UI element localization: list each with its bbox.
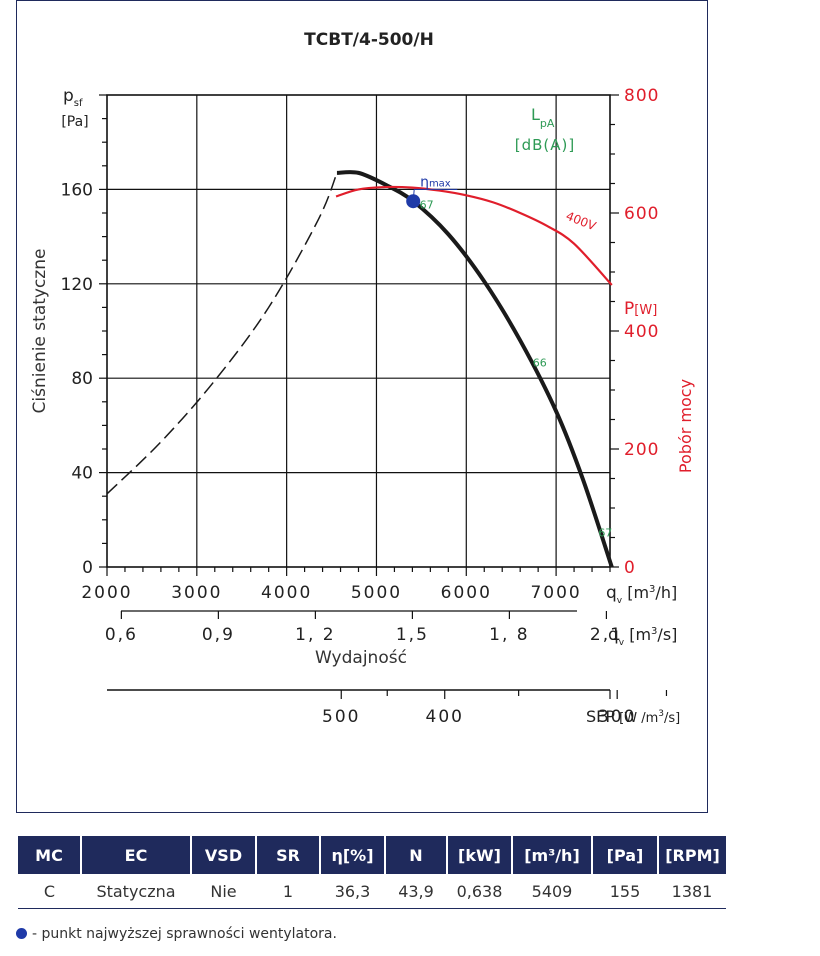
y-axis-title: Ciśnienie statyczne <box>30 249 50 414</box>
pressure-curve <box>336 170 614 568</box>
x2-tick-label: 1, 8 <box>489 625 529 645</box>
eta-max-label: ηmax <box>420 174 451 190</box>
x3-axis-unit: SFP [W /m3/s] <box>586 707 680 726</box>
fan-performance-chart: 0 40 80 120 160 psf [Pa] Ciśnienie statyczne 0 20… <box>30 30 695 727</box>
cell-mc: C <box>18 874 81 909</box>
header-pressure: [Pa] <box>592 836 659 874</box>
header-ec: EC <box>81 836 192 874</box>
x-tick-label: 2000 <box>81 583 132 603</box>
x2-tick-label: 2,1 <box>590 625 623 645</box>
x-tick-label: 4000 <box>261 583 312 603</box>
chart-frame: 0 40 80 120 160 psf [Pa] Ciśnienie statyczne 0 20… <box>16 0 708 813</box>
y2-axis-symbol: P[W] <box>624 299 657 319</box>
y2-tick-label: 600 <box>624 204 659 224</box>
y-tick-label: 160 <box>61 180 93 200</box>
y2-tick-label: 400 <box>624 322 659 342</box>
x2-tick-label: 0,9 <box>202 625 235 645</box>
optimum-point-icon <box>16 928 27 939</box>
legend-note: - punkt najwyższej sprawności wentylator… <box>16 926 337 942</box>
noise-value-label: 66 <box>533 356 547 369</box>
legend-note-text: - punkt najwyższej sprawności wentylator… <box>32 926 337 942</box>
x-tick-label: 7000 <box>530 583 581 603</box>
y2-tick-label: 0 <box>624 558 636 578</box>
cell-power: 0,638 <box>447 874 512 909</box>
cell-pressure: 155 <box>592 874 658 909</box>
cell-n: 43,9 <box>385 874 447 909</box>
cell-flow: 5409 <box>512 874 592 909</box>
pressure-curve-unstable <box>106 172 338 495</box>
x2-tick-label: 1, 2 <box>295 625 335 645</box>
plot-border <box>106 94 611 568</box>
y-tick-label: 0 <box>82 558 93 578</box>
x-tick-label: 3000 <box>171 583 222 603</box>
header-efficiency: η[%] <box>320 836 386 874</box>
cell-ec: Statyczna <box>81 874 191 909</box>
y-tick-label: 80 <box>71 369 93 389</box>
x2-tick-label: 0,6 <box>105 625 138 645</box>
header-flow: [m³/h] <box>512 836 593 874</box>
y-axis-symbol: psf <box>63 86 83 109</box>
header-mc: MC <box>18 836 82 874</box>
header-n: N <box>385 836 448 874</box>
cell-rpm: 1381 <box>658 874 726 909</box>
specs-header-row: MC EC VSD SR η[%] N [kW] [m³/h] [Pa] [RP… <box>18 836 726 874</box>
y2-tick-label: 200 <box>624 440 659 460</box>
x-axis-unit: qv [m3/h] <box>606 583 677 606</box>
header-vsd: VSD <box>191 836 257 874</box>
power-curve <box>335 185 613 286</box>
y2-tick-label: 800 <box>624 86 659 106</box>
noise-value-label: 67 <box>598 526 612 539</box>
y-axis-unit: [Pa] <box>61 114 88 130</box>
x3-tick-label: 300 <box>598 707 636 727</box>
optimum-point <box>406 194 421 209</box>
header-sr: SR <box>256 836 321 874</box>
power-curve-label: 400V <box>564 209 599 234</box>
x3-tick-label: 400 <box>426 707 464 727</box>
cell-sr: 1 <box>256 874 320 909</box>
cell-vsd: Nie <box>191 874 256 909</box>
x2-axis-title: Wydajność <box>315 648 407 668</box>
x3-tick-label: 500 <box>322 707 360 727</box>
cell-efficiency: 36,3 <box>320 874 385 909</box>
x-tick-label: 5000 <box>351 583 402 603</box>
noise-value-label: 67 <box>420 198 434 211</box>
y-tick-label: 40 <box>71 464 93 484</box>
fan-specs-table: MC EC VSD SR η[%] N [kW] [m³/h] [Pa] [RP… <box>18 836 726 909</box>
x2-tick-label: 1,5 <box>396 625 429 645</box>
noise-unit: [dB(A)] <box>515 136 575 154</box>
chart-title: TCBT/4-500/H <box>304 30 434 50</box>
specs-row: C Statyczna Nie 1 36,3 43,9 0,638 5409 1… <box>18 874 726 909</box>
header-rpm: [RPM] <box>658 836 726 874</box>
noise-symbol: LpA <box>531 105 555 130</box>
header-power: [kW] <box>447 836 513 874</box>
x-tick-label: 6000 <box>441 583 492 603</box>
x2-axis-unit: qv [m3/s] <box>608 625 677 648</box>
y-tick-label: 120 <box>61 275 93 295</box>
y2-axis-title: Pobór mocy <box>676 379 695 473</box>
